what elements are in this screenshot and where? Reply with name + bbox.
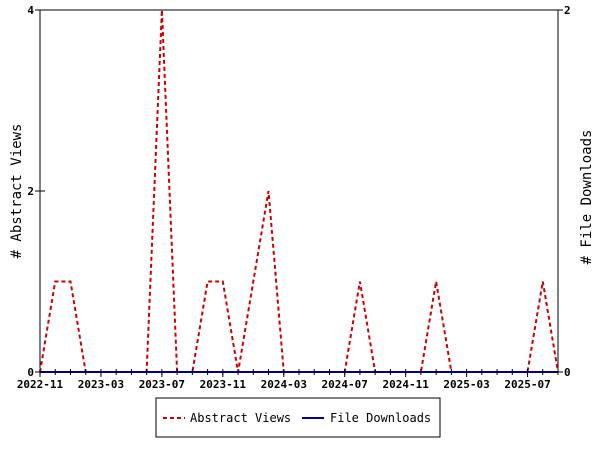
legend-label-abstract-views: Abstract Views	[190, 411, 291, 425]
x-tick-label: 2025-03	[443, 378, 489, 391]
x-tick-label: 2022-11	[17, 378, 64, 391]
y-right-axis-title: # File Downloads	[579, 130, 595, 265]
y-right-tick-label: 0	[564, 366, 571, 379]
x-tick-label: 2023-03	[78, 378, 124, 391]
legend: Abstract Views File Downloads	[155, 397, 441, 438]
y-left-axis-title: # Abstract Views	[9, 124, 25, 259]
plot-frame	[39, 9, 559, 373]
x-tick-label: 2023-11	[200, 378, 247, 391]
x-tick-label: 2024-03	[261, 378, 307, 391]
x-tick-label: 2024-11	[382, 378, 429, 391]
y-right-tick-label: 2	[564, 4, 571, 17]
y-left-tick-label: 4	[27, 4, 34, 17]
legend-label-file-downloads: File Downloads	[330, 411, 431, 425]
axis-layer: 2022-11 2023-03 2023-07 2023-11 2024-03 2024-…	[17, 4, 571, 391]
x-tick-label: 2023-07	[139, 378, 185, 391]
y-left-tick-label: 2	[27, 185, 34, 198]
series-layer	[39, 9, 559, 373]
x-tick-label: 2025-07	[504, 378, 550, 391]
series-line-abstract-views	[39, 9, 559, 373]
y-left-tick-label: 0	[27, 366, 34, 379]
x-tick-label: 2024-07	[322, 378, 368, 391]
legend-box	[155, 397, 441, 438]
